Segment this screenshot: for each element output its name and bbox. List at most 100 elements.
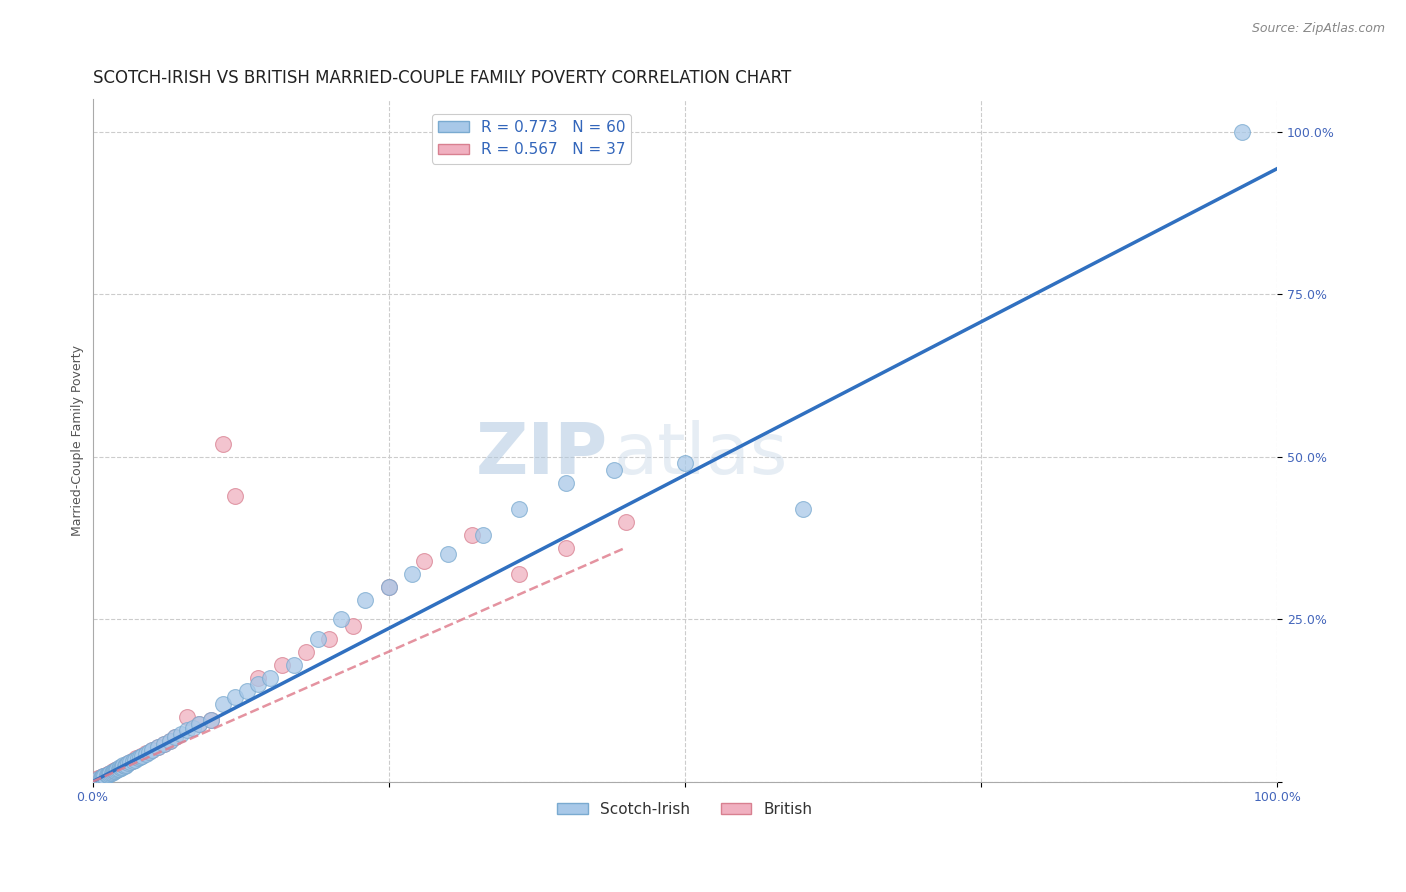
Point — [114, 757, 136, 772]
Point — [114, 757, 136, 772]
Point — [91, 770, 114, 784]
Point — [603, 463, 626, 477]
Point — [247, 671, 270, 685]
Point — [555, 475, 578, 490]
Point — [271, 657, 294, 672]
Point — [87, 772, 110, 786]
Point — [460, 527, 482, 541]
Point — [141, 743, 163, 757]
Point — [121, 754, 143, 768]
Point — [181, 722, 204, 736]
Point — [165, 731, 187, 745]
Point — [159, 733, 181, 747]
Point — [614, 515, 637, 529]
Point — [508, 501, 530, 516]
Point — [159, 733, 181, 747]
Point — [401, 566, 423, 581]
Point — [176, 709, 198, 723]
Point — [212, 436, 235, 450]
Point — [354, 592, 377, 607]
Point — [90, 771, 112, 785]
Point — [235, 683, 257, 698]
Point — [188, 717, 211, 731]
Point — [107, 762, 129, 776]
Point — [110, 761, 132, 775]
Point — [247, 677, 270, 691]
Point — [792, 501, 814, 516]
Point — [105, 763, 128, 777]
Point — [94, 768, 117, 782]
Point — [127, 751, 149, 765]
Point — [98, 765, 121, 780]
Point — [330, 612, 353, 626]
Point — [138, 745, 160, 759]
Point — [165, 731, 187, 745]
Point — [188, 717, 211, 731]
Point — [200, 713, 222, 727]
Point — [1230, 125, 1253, 139]
Point — [377, 580, 399, 594]
Point — [97, 767, 120, 781]
Text: SCOTCH-IRISH VS BRITISH MARRIED-COUPLE FAMILY POVERTY CORRELATION CHART: SCOTCH-IRISH VS BRITISH MARRIED-COUPLE F… — [93, 69, 790, 87]
Point — [472, 527, 495, 541]
Point — [114, 759, 136, 773]
Point — [90, 770, 112, 784]
Y-axis label: Married-Couple Family Poverty: Married-Couple Family Poverty — [72, 345, 84, 536]
Point — [437, 547, 460, 561]
Point — [294, 645, 316, 659]
Point — [508, 566, 530, 581]
Point — [101, 764, 124, 779]
Point — [135, 747, 157, 761]
Point — [555, 541, 578, 555]
Point — [100, 765, 122, 780]
Point — [125, 751, 148, 765]
Point — [104, 764, 127, 778]
Point — [283, 657, 305, 672]
Point — [146, 740, 169, 755]
Point — [224, 690, 246, 705]
Point — [129, 750, 152, 764]
Point — [107, 762, 129, 776]
Point — [98, 767, 121, 781]
Point — [224, 489, 246, 503]
Point — [146, 740, 169, 755]
Point — [97, 767, 120, 781]
Point — [107, 762, 129, 776]
Point — [212, 697, 235, 711]
Point — [103, 764, 125, 779]
Point — [259, 671, 281, 685]
Point — [152, 737, 174, 751]
Point — [131, 748, 153, 763]
Text: Source: ZipAtlas.com: Source: ZipAtlas.com — [1251, 22, 1385, 36]
Point — [120, 755, 142, 769]
Point — [135, 746, 157, 760]
Point — [152, 737, 174, 751]
Point — [176, 723, 198, 737]
Point — [98, 766, 121, 780]
Point — [342, 618, 364, 632]
Point — [170, 727, 193, 741]
Point — [200, 713, 222, 727]
Point — [112, 758, 135, 772]
Point — [121, 754, 143, 768]
Point — [124, 753, 146, 767]
Point — [110, 760, 132, 774]
Point — [93, 769, 115, 783]
Point — [141, 743, 163, 757]
Point — [117, 756, 139, 771]
Point — [377, 580, 399, 594]
Text: ZIP: ZIP — [475, 419, 607, 489]
Point — [413, 554, 436, 568]
Point — [673, 456, 696, 470]
Point — [111, 760, 134, 774]
Point — [117, 756, 139, 770]
Point — [108, 760, 131, 774]
Point — [101, 764, 124, 779]
Point — [91, 769, 114, 783]
Point — [96, 768, 118, 782]
Point — [307, 632, 329, 646]
Text: atlas: atlas — [614, 419, 789, 489]
Point — [91, 769, 114, 783]
Point — [318, 632, 340, 646]
Legend: Scotch-Irish, British: Scotch-Irish, British — [551, 796, 818, 823]
